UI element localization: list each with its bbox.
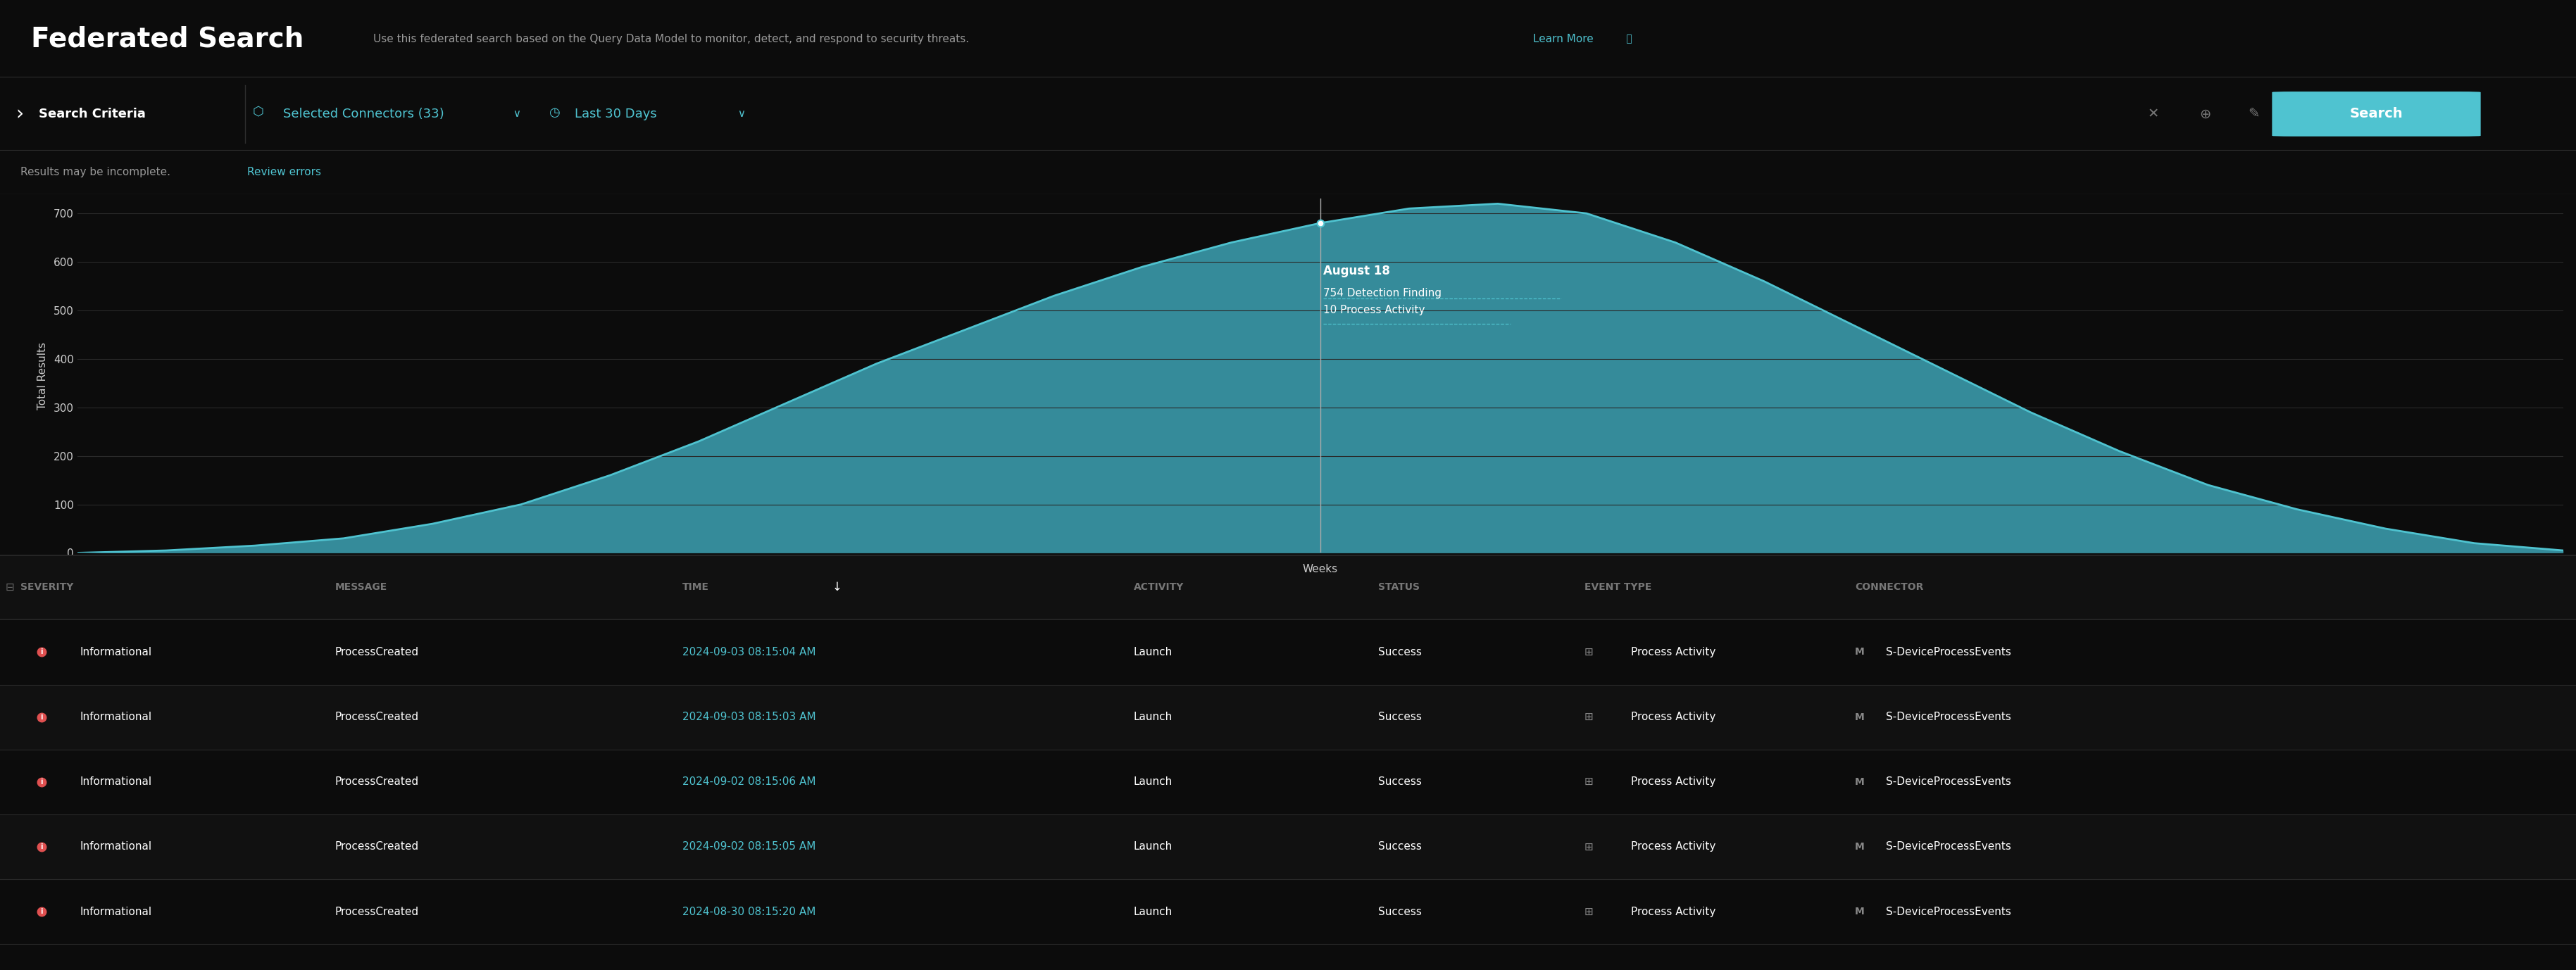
- Text: STATUS: STATUS: [1378, 582, 1419, 593]
- Text: Success: Success: [1378, 777, 1422, 788]
- Text: ⊞: ⊞: [1584, 777, 1592, 788]
- Text: ✎: ✎: [2249, 108, 2259, 120]
- Text: Process Activity: Process Activity: [1631, 777, 1716, 788]
- Text: Success: Success: [1378, 712, 1422, 723]
- Text: Launch: Launch: [1133, 647, 1172, 658]
- Text: S-DeviceProcessEvents: S-DeviceProcessEvents: [1886, 777, 2012, 788]
- Text: ∨: ∨: [510, 109, 520, 119]
- Text: 754 Detection Finding: 754 Detection Finding: [1324, 288, 1443, 299]
- Text: Launch: Launch: [1133, 841, 1172, 852]
- Text: ⊕: ⊕: [2200, 108, 2210, 120]
- Text: S-DeviceProcessEvents: S-DeviceProcessEvents: [1886, 712, 2012, 723]
- Text: August 18: August 18: [1324, 265, 1391, 277]
- Text: M: M: [1855, 842, 1865, 852]
- Text: ProcessCreated: ProcessCreated: [335, 777, 420, 788]
- Bar: [0, 750, 2576, 815]
- Text: Success: Success: [1378, 906, 1422, 917]
- Text: M: M: [1855, 777, 1865, 787]
- Text: Launch: Launch: [1133, 906, 1172, 917]
- Text: Review errors: Review errors: [247, 167, 322, 178]
- Text: ProcessCreated: ProcessCreated: [335, 841, 420, 852]
- Text: S-DeviceProcessEvents: S-DeviceProcessEvents: [1886, 906, 2012, 917]
- Text: ⧉: ⧉: [1623, 34, 1631, 44]
- Text: Success: Success: [1378, 647, 1422, 658]
- Text: Informational: Informational: [80, 712, 152, 723]
- Text: Process Activity: Process Activity: [1631, 841, 1716, 852]
- Text: ⊞: ⊞: [1584, 712, 1592, 723]
- Text: ACTIVITY: ACTIVITY: [1133, 582, 1185, 593]
- Text: 10 Process Activity: 10 Process Activity: [1324, 305, 1425, 315]
- Text: 2024-08-30 08:15:20 AM: 2024-08-30 08:15:20 AM: [683, 906, 817, 917]
- Text: SEVERITY: SEVERITY: [21, 582, 75, 593]
- Text: Launch: Launch: [1133, 712, 1172, 723]
- Text: ›: ›: [15, 104, 23, 124]
- Bar: [0, 555, 2576, 620]
- Text: Launch: Launch: [1133, 777, 1172, 788]
- Text: Learn More: Learn More: [1533, 34, 1592, 44]
- Bar: [0, 685, 2576, 750]
- Bar: [0, 815, 2576, 879]
- Text: M: M: [1855, 647, 1865, 657]
- Text: S-DeviceProcessEvents: S-DeviceProcessEvents: [1886, 647, 2012, 658]
- Bar: [0, 879, 2576, 944]
- Text: Informational: Informational: [80, 647, 152, 658]
- Text: Informational: Informational: [80, 906, 152, 917]
- Text: Weeks: Weeks: [1303, 565, 1337, 574]
- FancyBboxPatch shape: [2272, 91, 2481, 137]
- Text: Selected Connectors (33): Selected Connectors (33): [283, 108, 446, 120]
- Text: ProcessCreated: ProcessCreated: [335, 712, 420, 723]
- Text: ↓: ↓: [832, 581, 842, 594]
- Text: Results may be incomplete.: Results may be incomplete.: [21, 167, 170, 178]
- Text: Informational: Informational: [80, 841, 152, 852]
- Text: Search Criteria: Search Criteria: [39, 108, 147, 120]
- Text: MESSAGE: MESSAGE: [335, 582, 386, 593]
- Text: 2024-09-03 08:15:04 AM: 2024-09-03 08:15:04 AM: [683, 647, 817, 658]
- Text: ✕: ✕: [2148, 108, 2159, 120]
- Text: ProcessCreated: ProcessCreated: [335, 647, 420, 658]
- Text: ∨: ∨: [734, 109, 744, 119]
- Text: M: M: [1855, 907, 1865, 917]
- Text: EVENT TYPE: EVENT TYPE: [1584, 582, 1651, 593]
- Bar: [0, 620, 2576, 685]
- Text: S-DeviceProcessEvents: S-DeviceProcessEvents: [1886, 841, 2012, 852]
- Text: Process Activity: Process Activity: [1631, 712, 1716, 723]
- Text: 2024-09-03 08:15:03 AM: 2024-09-03 08:15:03 AM: [683, 712, 817, 723]
- Text: ⊞: ⊞: [1584, 906, 1592, 917]
- Y-axis label: Total Results: Total Results: [36, 342, 46, 409]
- Text: Success: Success: [1378, 841, 1422, 852]
- Text: ⬡: ⬡: [252, 106, 263, 119]
- Text: CONNECTOR: CONNECTOR: [1855, 582, 1924, 593]
- Text: ⊟: ⊟: [5, 582, 13, 593]
- Text: 2024-09-02 08:15:06 AM: 2024-09-02 08:15:06 AM: [683, 777, 817, 788]
- Text: Use this federated search based on the Query Data Model to monitor, detect, and : Use this federated search based on the Q…: [374, 34, 969, 44]
- Text: ⊞: ⊞: [1584, 647, 1592, 658]
- Text: Process Activity: Process Activity: [1631, 647, 1716, 658]
- Text: Federated Search: Federated Search: [31, 25, 304, 52]
- Text: TIME: TIME: [683, 582, 708, 593]
- Text: ◷: ◷: [549, 106, 559, 119]
- Text: M: M: [1855, 712, 1865, 722]
- Text: Process Activity: Process Activity: [1631, 906, 1716, 917]
- Text: Informational: Informational: [80, 777, 152, 788]
- Text: Last 30 Days: Last 30 Days: [574, 108, 657, 120]
- Text: ⊞: ⊞: [1584, 841, 1592, 852]
- Text: ProcessCreated: ProcessCreated: [335, 906, 420, 917]
- Text: Search: Search: [2349, 108, 2403, 120]
- Text: 2024-09-02 08:15:05 AM: 2024-09-02 08:15:05 AM: [683, 841, 817, 852]
